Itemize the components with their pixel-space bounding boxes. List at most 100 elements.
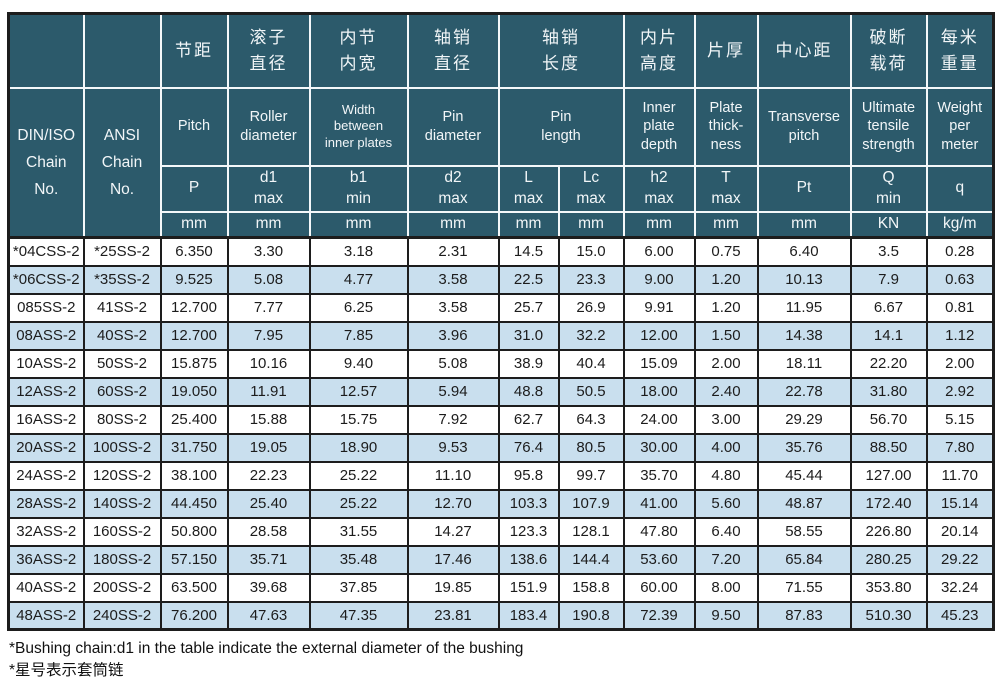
table-cell: 56.70: [849, 404, 928, 435]
table-cell: 41.00: [622, 488, 696, 519]
table-cell: 12.700: [159, 292, 229, 323]
table-cell: 3.58: [406, 264, 500, 295]
symbol-Q-min: Q min: [849, 164, 928, 213]
table-cell: 14.27: [406, 516, 500, 547]
table-cell: 39.68: [226, 572, 311, 603]
table-row: 085SS-2 41SS-2 12.700 7.77 6.25 3.58 25.7 26.9 9…: [7, 292, 995, 323]
table-cell: 180SS-2: [82, 544, 162, 575]
table-row: 10ASS-2 50SS-2 15.875 10.16 9.40 5.08 38.9 40.4…: [7, 348, 995, 379]
table-cell: 6.350: [159, 236, 229, 267]
table-cell: 87.83: [756, 600, 852, 631]
table-cell: 50.800: [159, 516, 229, 547]
table-cell: 44.450: [159, 488, 229, 519]
symbol-P: P: [159, 164, 229, 213]
col-header-pitch-en: Pitch: [159, 86, 229, 167]
table-cell: *04CSS-2: [7, 236, 85, 267]
table-cell: 2.00: [925, 348, 995, 379]
col-header-plate-thickness-cn: 片厚: [693, 12, 759, 89]
table-cell: 80.5: [557, 432, 625, 463]
table-cell: 26.9: [557, 292, 625, 323]
col-header-plate-thickness-en: Plate thick- ness: [693, 86, 759, 167]
table-cell: 140SS-2: [82, 488, 162, 519]
table-cell: 40.4: [557, 348, 625, 379]
table-cell: 6.67: [849, 292, 928, 323]
table-cell: 47.63: [226, 600, 311, 631]
table-cell: 6.40: [756, 236, 852, 267]
table-cell: 183.4: [497, 600, 560, 631]
table-cell: 3.30: [226, 236, 311, 267]
table-cell: 15.09: [622, 348, 696, 379]
table-cell: 085SS-2: [7, 292, 85, 323]
table-cell: 9.40: [308, 348, 409, 379]
table-cell: 23.81: [406, 600, 500, 631]
table-cell: 128.1: [557, 516, 625, 547]
table-cell: 11.70: [925, 460, 995, 491]
col-header-inner-width-cn: 内节 内宽: [308, 12, 409, 89]
col-header-ansi-chain-no: ANSI Chain No.: [82, 86, 162, 239]
table-cell: 76.4: [497, 432, 560, 463]
table-cell: 7.95: [226, 320, 311, 351]
table-cell: 99.7: [557, 460, 625, 491]
col-header-pin-length-en: Pin length: [497, 86, 625, 167]
table-cell: 25.7: [497, 292, 560, 323]
table-cell: 28ASS-2: [7, 488, 85, 519]
col-header-weight-en: Weight per meter: [925, 86, 995, 167]
table-cell: 2.40: [693, 376, 759, 407]
table-cell: 144.4: [557, 544, 625, 575]
table-cell: 5.15: [925, 404, 995, 435]
col-header-plate-depth-cn: 内片 高度: [622, 12, 696, 89]
table-cell: 22.5: [497, 264, 560, 295]
table-cell: 127.00: [849, 460, 928, 491]
table-cell: 29.22: [925, 544, 995, 575]
table-cell: 5.08: [406, 348, 500, 379]
table-cell: 12.70: [406, 488, 500, 519]
table-row: 16ASS-2 80SS-2 25.400 15.88 15.75 7.92 62.7 64.…: [7, 404, 995, 435]
table-cell: 22.20: [849, 348, 928, 379]
table-cell: *06CSS-2: [7, 264, 85, 295]
table-cell: 9.53: [406, 432, 500, 463]
table-cell: 60.00: [622, 572, 696, 603]
blank-cell: [7, 12, 85, 89]
table-cell: 29.29: [756, 404, 852, 435]
table-cell: 3.18: [308, 236, 409, 267]
table-cell: 32ASS-2: [7, 516, 85, 547]
table-cell: 41SS-2: [82, 292, 162, 323]
table-cell: 18.90: [308, 432, 409, 463]
table-cell: 510.30: [849, 600, 928, 631]
table-cell: 14.38: [756, 320, 852, 351]
table-cell: 35.76: [756, 432, 852, 463]
table-cell: 9.50: [693, 600, 759, 631]
table-cell: 31.0: [497, 320, 560, 351]
table-cell: 240SS-2: [82, 600, 162, 631]
table-cell: 45.44: [756, 460, 852, 491]
table-cell: 76.200: [159, 600, 229, 631]
table-cell: 50.5: [557, 376, 625, 407]
table-cell: 10ASS-2: [7, 348, 85, 379]
table-cell: 6.25: [308, 292, 409, 323]
table-cell: 88.50: [849, 432, 928, 463]
table-cell: 60SS-2: [82, 376, 162, 407]
table-cell: 35.48: [308, 544, 409, 575]
table-cell: 25.22: [308, 488, 409, 519]
table-cell: 48.8: [497, 376, 560, 407]
table-row: 48ASS-2 240SS-2 76.200 47.63 47.35 23.81 183.4…: [7, 600, 995, 631]
col-header-pin-diameter-en: Pin diameter: [406, 86, 500, 167]
symbol-T-max: T max: [693, 164, 759, 213]
table-row: *04CSS-2 *25SS-2 6.350 3.30 3.18 2.31 14.5 15.0…: [7, 236, 995, 267]
table-body: *04CSS-2 *25SS-2 6.350 3.30 3.18 2.31 14.5 15.0…: [7, 236, 995, 631]
table-cell: 64.3: [557, 404, 625, 435]
table-cell: 353.80: [849, 572, 928, 603]
table-cell: 22.78: [756, 376, 852, 407]
table-cell: 6.00: [622, 236, 696, 267]
table-cell: 0.75: [693, 236, 759, 267]
unit-cell: mm: [693, 210, 759, 239]
symbol-L-max: L max: [497, 164, 560, 213]
table-cell: 24ASS-2: [7, 460, 85, 491]
table-cell: 38.100: [159, 460, 229, 491]
table-cell: 1.20: [693, 292, 759, 323]
table-cell: *25SS-2: [82, 236, 162, 267]
unit-cell: mm: [622, 210, 696, 239]
header-row-english: DIN/ISO Chain No. ANSI Chain No. Pitch R…: [7, 86, 995, 239]
table-cell: 19.05: [226, 432, 311, 463]
table-cell: 2.31: [406, 236, 500, 267]
